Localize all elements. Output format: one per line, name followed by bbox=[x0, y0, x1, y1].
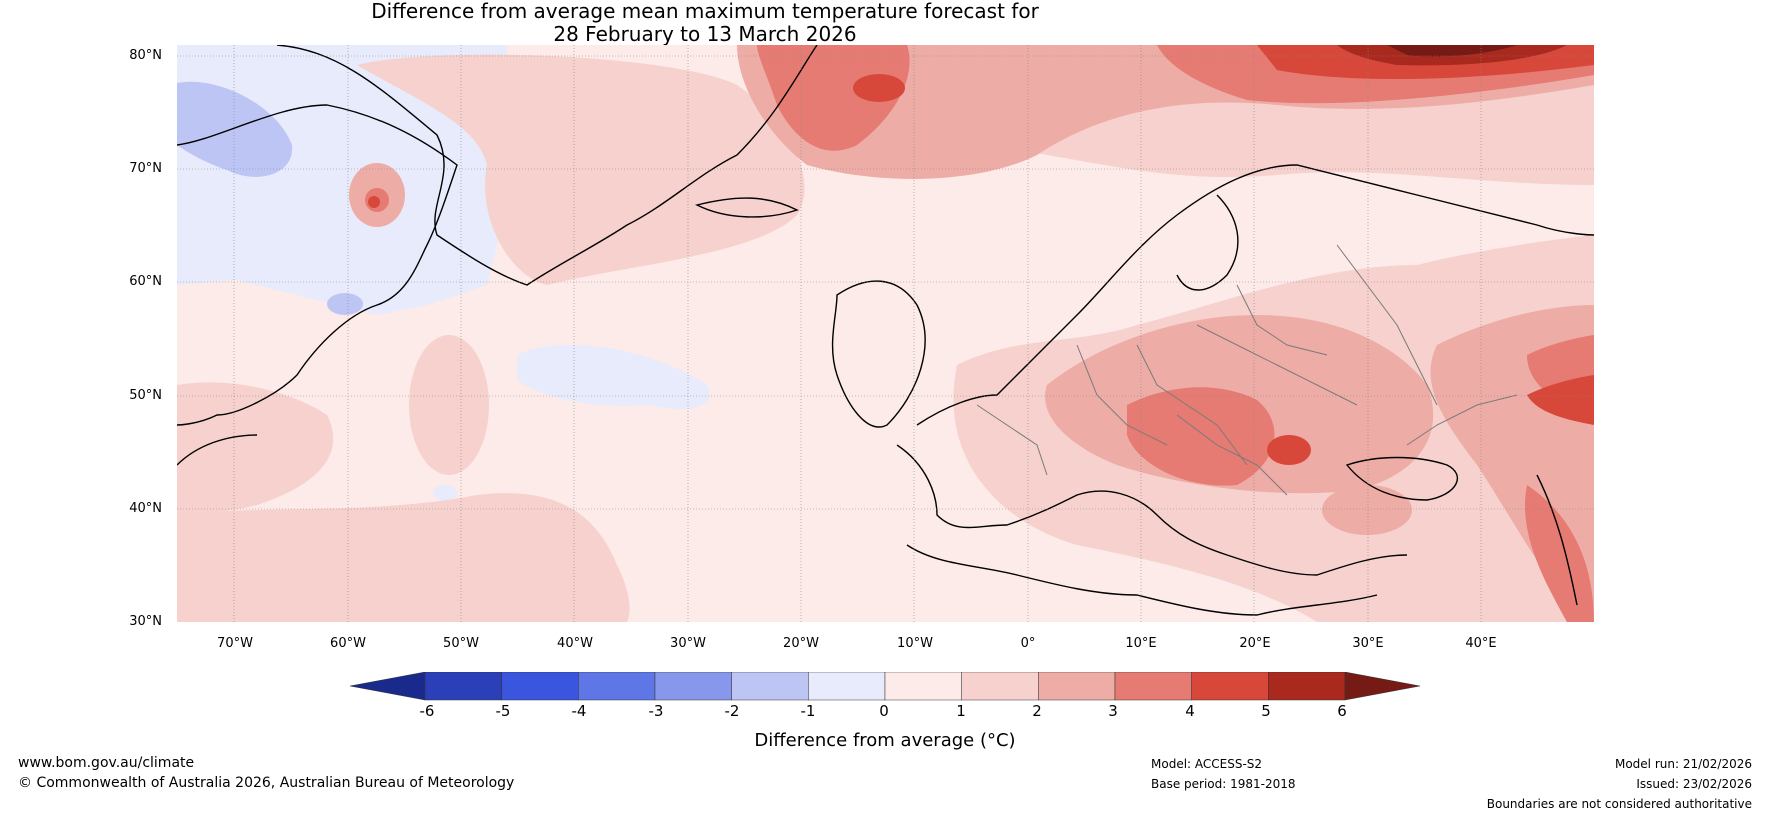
cool-spot-2 bbox=[433, 485, 457, 501]
warm-spot-labrador-core bbox=[368, 196, 380, 208]
disclaimer-text: Boundaries are not considered authoritat… bbox=[1486, 797, 1752, 811]
colorbar-tick: -6 bbox=[419, 702, 435, 720]
warm-spot-arctic-max bbox=[1387, 45, 1517, 57]
colorbar-tick: 1 bbox=[956, 702, 966, 720]
coastline-greenland bbox=[276, 45, 818, 286]
colorbar-segment bbox=[1268, 672, 1346, 701]
warm-spot-romania bbox=[1267, 435, 1311, 465]
border-2 bbox=[1136, 344, 1248, 466]
lon-label-40e: 40°E bbox=[1465, 636, 1497, 651]
coastline-black-sea bbox=[1345, 456, 1459, 501]
border-8 bbox=[1406, 394, 1518, 446]
graticule bbox=[177, 45, 1594, 622]
lat-label-80n: 80°N bbox=[129, 48, 162, 63]
colorbar-tick: 4 bbox=[1185, 702, 1195, 720]
cool-region-baffin bbox=[177, 81, 293, 177]
lon-label-20e: 20°E bbox=[1239, 636, 1271, 651]
colorbar-tick: 0 bbox=[879, 702, 889, 720]
lon-label-30e: 30°E bbox=[1352, 636, 1384, 651]
border-3 bbox=[1196, 324, 1358, 406]
lon-label-70w: 70°W bbox=[217, 636, 253, 651]
colorbar-tick: 3 bbox=[1108, 702, 1118, 720]
cool-region-atlantic bbox=[517, 345, 710, 409]
lon-label-40w: 40°W bbox=[557, 636, 593, 651]
colorbar-label: Difference from average (°C) bbox=[754, 730, 1016, 751]
colorbar-segment bbox=[424, 672, 502, 701]
map-title: Difference from average mean maximum tem… bbox=[0, 0, 1410, 46]
colorbar-segment bbox=[961, 672, 1039, 701]
warm-region-north-atlantic bbox=[357, 54, 805, 285]
colorbar-segment bbox=[501, 672, 579, 701]
base-period-text: Base period: 1981-2018 bbox=[1151, 777, 1296, 791]
temperature-anomaly-map[interactable] bbox=[177, 45, 1594, 622]
coastline-iceland bbox=[694, 197, 799, 218]
cool-spot-labrador bbox=[327, 293, 363, 315]
colorbar-tick: -3 bbox=[648, 702, 664, 720]
border-1 bbox=[1076, 344, 1168, 446]
colorbar-tick: -2 bbox=[724, 702, 740, 720]
border-5 bbox=[1336, 244, 1438, 406]
colorbar-segment bbox=[1114, 672, 1192, 701]
lat-label-50n: 50°N bbox=[129, 388, 162, 403]
lon-label-0: 0° bbox=[1020, 636, 1036, 651]
coastline-nova-scotia bbox=[177, 434, 258, 466]
colorbar-tick: -4 bbox=[571, 702, 587, 720]
border-6 bbox=[1176, 414, 1288, 496]
lat-label-60n: 60°N bbox=[129, 274, 162, 289]
lon-label-10e: 10°E bbox=[1125, 636, 1157, 651]
warm-region-mid-atlantic bbox=[409, 335, 489, 475]
warm-region-greenland-sea bbox=[757, 45, 910, 151]
title-line-2: 28 February to 13 March 2026 bbox=[553, 22, 857, 46]
lon-label-50w: 50°W bbox=[443, 636, 479, 651]
colorbar-segments bbox=[350, 672, 1420, 701]
colorbar-tick: -1 bbox=[800, 702, 816, 720]
model-text: Model: ACCESS-S2 bbox=[1151, 757, 1263, 771]
title-line-1: Difference from average mean maximum tem… bbox=[371, 0, 1039, 23]
issued-text: Issued: 23/02/2026 bbox=[1636, 777, 1752, 791]
coastline-mediterranean-north bbox=[896, 444, 1408, 576]
colorbar-tick: 6 bbox=[1337, 702, 1347, 720]
warm-region-turkey bbox=[1322, 485, 1412, 535]
lon-label-60w: 60°W bbox=[330, 636, 366, 651]
lat-label-40n: 40°N bbox=[129, 501, 162, 516]
coastline-british-isles bbox=[831, 280, 926, 428]
country-borders bbox=[976, 244, 1518, 496]
lon-label-20w: 20°W bbox=[783, 636, 819, 651]
colorbar-extend-low bbox=[350, 672, 426, 701]
warm-spot-greenland-sea bbox=[853, 74, 905, 102]
coastline-europe-north bbox=[916, 164, 1594, 426]
colorbar bbox=[350, 672, 1420, 701]
colorbar-segment bbox=[731, 672, 809, 701]
colorbar-segment bbox=[578, 672, 656, 701]
warm-region-balkans bbox=[1127, 387, 1275, 486]
coastline-canada bbox=[177, 104, 458, 426]
colorbar-segment bbox=[1038, 672, 1116, 701]
coastline-caspian bbox=[1536, 474, 1578, 606]
warm-region-subtropics-west bbox=[177, 493, 630, 622]
colorbar-extend-high bbox=[1344, 672, 1420, 701]
coastline-baltic bbox=[1176, 194, 1239, 291]
lat-label-30n: 30°N bbox=[129, 614, 162, 629]
colorbar-tick: -5 bbox=[495, 702, 511, 720]
border-4 bbox=[1236, 284, 1328, 356]
map-canvas bbox=[177, 45, 1594, 622]
copyright-text: © Commonwealth of Australia 2026, Austra… bbox=[18, 775, 515, 791]
border-7 bbox=[976, 404, 1048, 476]
warm-spot-kazakhstan bbox=[1527, 375, 1594, 425]
model-run-text: Model run: 21/02/2026 bbox=[1614, 757, 1752, 771]
lon-label-30w: 30°W bbox=[670, 636, 706, 651]
coastlines bbox=[177, 45, 1594, 616]
colorbar-segment bbox=[808, 672, 886, 701]
colorbar-segment bbox=[1191, 672, 1269, 701]
coastline-north-africa bbox=[906, 544, 1378, 616]
colorbar-segment bbox=[654, 672, 732, 701]
lon-label-10w: 10°W bbox=[897, 636, 933, 651]
lat-label-70n: 70°N bbox=[129, 161, 162, 176]
colorbar-segment bbox=[884, 672, 962, 701]
website-link[interactable]: www.bom.gov.au/climate bbox=[18, 755, 195, 771]
colorbar-tick: 5 bbox=[1261, 702, 1271, 720]
warm-region-caspian bbox=[1525, 485, 1594, 622]
warm-anomaly-6-plus bbox=[1387, 45, 1517, 57]
colorbar-tick: 2 bbox=[1032, 702, 1042, 720]
